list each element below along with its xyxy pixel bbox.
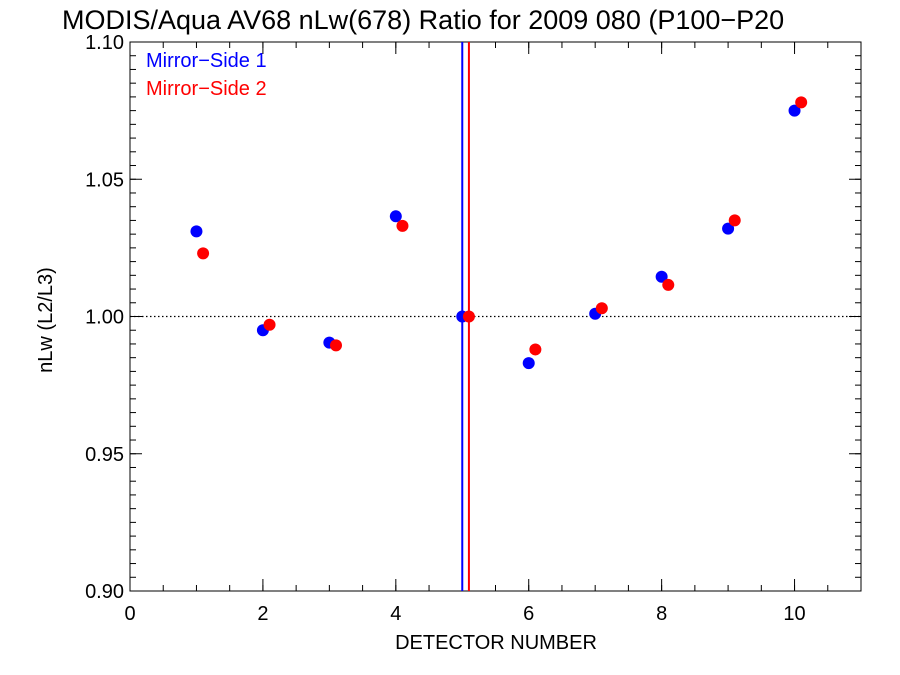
x-tick-label: 2	[257, 603, 268, 625]
series-1-point	[190, 225, 203, 238]
series-1-point	[788, 104, 801, 117]
series-2-point	[795, 96, 808, 109]
chart-title: MODIS/Aqua AV68 nLw(678) Ratio for 2009 …	[62, 5, 784, 35]
y-tick-label: 1.00	[85, 307, 124, 329]
plot-area: 0 2 4 6 8 10 0.90 0.95 1.00 1.05 1.10 Mirror−Side 1…	[85, 32, 862, 625]
y-tick-label: 0.95	[85, 444, 124, 466]
series-2-point	[330, 339, 343, 352]
series-2-point	[529, 343, 542, 356]
y-axis-title: nLw (L2/L3)	[35, 267, 57, 373]
series-1-point	[722, 222, 735, 235]
series-2-point	[728, 214, 741, 227]
x-tick-label: 0	[124, 603, 135, 625]
x-tick-label: 4	[390, 603, 401, 625]
legend-entry: Mirror−Side 2	[146, 78, 267, 100]
series-2-point	[462, 310, 475, 323]
y-tick-label: 1.10	[85, 32, 124, 54]
series-1-point	[389, 210, 402, 223]
series-2-point	[595, 302, 608, 315]
x-tick-label: 10	[783, 603, 805, 625]
series-1-point	[522, 357, 535, 370]
x-tick-label: 6	[523, 603, 534, 625]
legend-entry: Mirror−Side 1	[146, 50, 267, 72]
series-2-point	[662, 278, 675, 291]
series-2-point	[396, 219, 409, 232]
series-2-point	[263, 318, 276, 331]
series-1-point	[655, 270, 668, 283]
x-tick-label: 8	[656, 603, 667, 625]
series-2-point	[197, 247, 210, 260]
x-axis-title: DETECTOR NUMBER	[395, 632, 597, 654]
y-tick-label: 1.05	[85, 169, 124, 191]
y-tick-label: 0.90	[85, 581, 124, 603]
